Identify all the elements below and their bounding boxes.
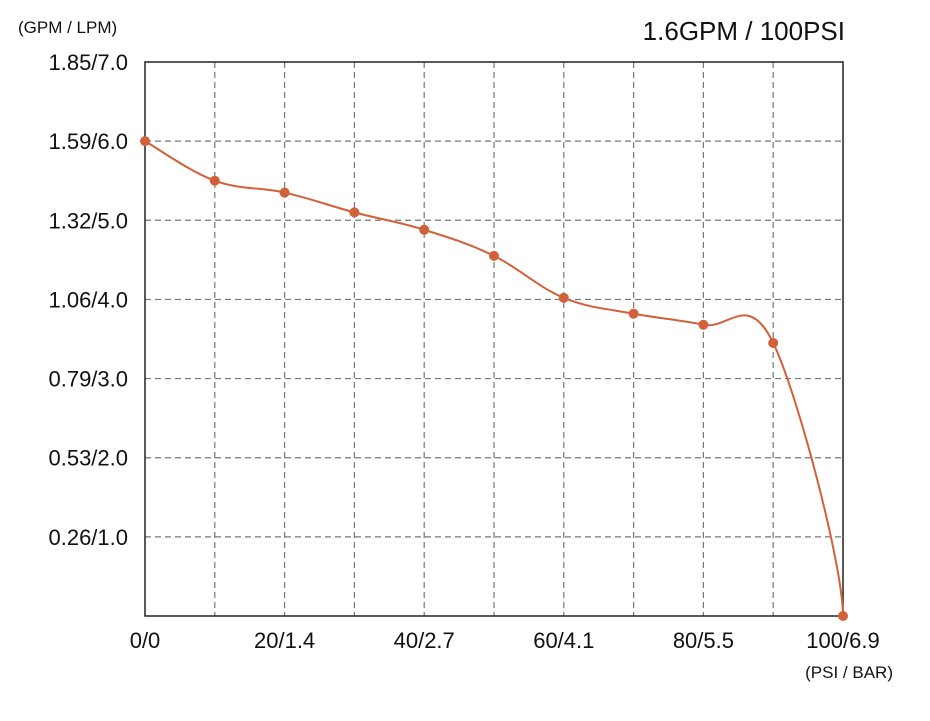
y-axis-label: (GPM / LPM): [18, 18, 117, 37]
data-point: [140, 136, 150, 147]
axes: [144, 61, 844, 617]
grid: [145, 62, 843, 616]
x-axis-label: (PSI / BAR): [805, 663, 893, 682]
data-point: [279, 187, 290, 198]
y-tick-label: 1.85/7.0: [48, 50, 128, 75]
y-tick-label: 0.53/2.0: [48, 446, 128, 471]
y-tick-label: 1.59/6.0: [48, 129, 128, 154]
data-point: [838, 611, 848, 621]
x-tick-label: 20/1.4: [254, 628, 315, 653]
y-tick-label: 0.26/1.0: [48, 525, 128, 550]
x-tick-label: 100/6.9: [806, 628, 879, 653]
data-point: [768, 337, 779, 348]
y-tick-label: 1.06/4.0: [48, 287, 128, 312]
data-point: [349, 207, 360, 218]
labels: 1.6GPM / 100PSI (GPM / LPM) (PSI / BAR) …: [18, 16, 893, 682]
data-point: [209, 175, 220, 186]
plot-frame: [144, 61, 844, 617]
data-point: [489, 250, 499, 261]
series-layer: [140, 136, 848, 621]
data-point: [558, 292, 569, 303]
x-tick-label: 60/4.1: [533, 628, 594, 653]
chart-title: 1.6GPM / 100PSI: [643, 16, 845, 46]
x-tick-label: 80/5.5: [673, 628, 734, 653]
data-point: [628, 308, 639, 319]
x-tick-label: 0/0: [130, 628, 161, 653]
data-point: [698, 319, 709, 330]
y-tick-label: 0.79/3.0: [48, 367, 128, 392]
y-tick-label: 1.32/5.0: [48, 208, 128, 233]
data-point: [419, 224, 430, 235]
x-tick-label: 40/2.7: [394, 628, 455, 653]
